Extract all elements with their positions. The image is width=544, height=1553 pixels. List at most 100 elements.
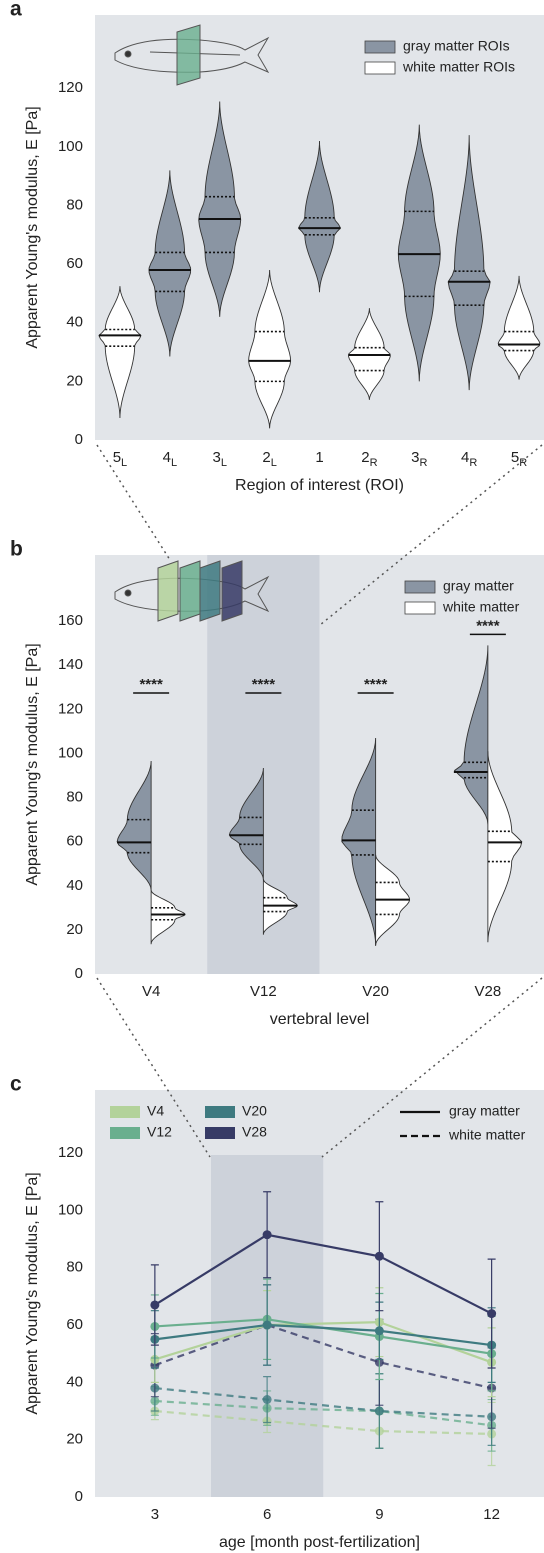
violin	[148, 170, 192, 357]
legend-label: white matter	[448, 1127, 526, 1143]
fish-a	[114, 24, 270, 86]
legend-label: gray matter	[449, 1103, 520, 1119]
x-tick-label: 5R	[511, 449, 527, 469]
fish-eye	[124, 589, 132, 597]
section-plane	[199, 560, 221, 622]
y-tick-label: 160	[58, 612, 83, 629]
x-tick-label: 1	[315, 449, 323, 466]
line	[154, 1233, 493, 1315]
line	[154, 1321, 492, 1364]
y-tick-label: 80	[66, 1259, 83, 1276]
point	[374, 1251, 384, 1261]
legend-swatch	[110, 1127, 140, 1139]
y-tick-label: 140	[58, 656, 83, 673]
y-tick-label: 100	[58, 138, 83, 155]
y-tick-label: 60	[66, 1316, 83, 1333]
point	[374, 1326, 384, 1336]
line	[154, 1386, 492, 1418]
y-tick-label: 120	[58, 1144, 83, 1161]
x-axis-label: Region of interest (ROI)	[235, 477, 404, 494]
legend-label: V12	[147, 1124, 172, 1140]
violin	[248, 269, 292, 429]
y-tick-label: 20	[66, 372, 83, 389]
violin	[297, 141, 342, 293]
x-tick-label: 6	[263, 1506, 271, 1523]
violin	[453, 645, 489, 825]
x-tick-label: 2L	[262, 449, 276, 469]
panel-label: a	[10, 0, 22, 21]
violin	[348, 308, 391, 400]
y-tick-label: 80	[66, 789, 83, 806]
violin	[341, 738, 377, 946]
section-plane	[157, 560, 179, 622]
significance: ****	[252, 676, 276, 693]
violin	[116, 760, 152, 891]
point	[150, 1300, 160, 1310]
violin	[487, 751, 523, 943]
fish-eye	[124, 50, 132, 58]
x-tick-label: 2R	[361, 449, 377, 469]
significance: ****	[139, 676, 163, 693]
violin	[397, 124, 441, 382]
significance: ****	[364, 676, 388, 693]
x-tick-label: 4L	[163, 449, 177, 469]
y-axis-label: Apparent Young's modulus, E [Pa]	[24, 643, 41, 885]
point	[487, 1309, 497, 1319]
y-tick-label: 40	[66, 877, 83, 894]
legend-label: gray matter ROIs	[403, 38, 510, 54]
x-tick-label: V12	[250, 983, 277, 1000]
x-tick-label: V28	[475, 983, 502, 1000]
x-tick-label: 3L	[212, 449, 226, 469]
x-tick-label: 12	[483, 1506, 500, 1523]
legend-label: V20	[242, 1103, 267, 1119]
connector	[96, 444, 171, 561]
x-axis-label: age [month post-fertilization]	[219, 1534, 420, 1551]
significance: ****	[476, 617, 500, 634]
plots: a Apparent Young's modulus, E [Pa] Region …	[10, 0, 541, 1551]
legend-swatch	[110, 1106, 140, 1118]
legend-swatch	[364, 61, 396, 75]
point	[262, 1230, 272, 1240]
y-tick-label: 60	[66, 833, 83, 850]
y-tick-label: 100	[58, 1201, 83, 1218]
panel-label: c	[10, 1073, 22, 1096]
violin	[262, 879, 298, 935]
x-axis-label: vertebral level	[270, 1011, 370, 1028]
legend-label: white matter ROIs	[402, 59, 515, 75]
y-tick-label: 0	[75, 965, 83, 982]
x-tick-label: V4	[142, 983, 160, 1000]
point	[262, 1395, 272, 1405]
y-tick-label: 40	[66, 314, 83, 331]
y-tick-label: 120	[58, 700, 83, 717]
legend-swatch	[364, 40, 396, 54]
y-tick-label: 80	[66, 196, 83, 213]
y-tick-label: 60	[66, 255, 83, 272]
panel-label: b	[10, 538, 23, 561]
y-tick-label: 0	[75, 1488, 83, 1505]
y-tick-label: 100	[58, 744, 83, 761]
y-axis-label: Apparent Young's modulus, E [Pa]	[24, 1172, 41, 1414]
y-axis-label: Apparent Young's modulus, E [Pa]	[24, 106, 41, 348]
x-tick-label: 9	[375, 1506, 383, 1523]
line	[154, 1409, 492, 1436]
violin	[98, 286, 142, 419]
x-tick-label: 3R	[411, 449, 427, 469]
legend-swatch	[404, 580, 436, 594]
violin	[447, 135, 491, 391]
x-tick-label: V20	[362, 983, 389, 1000]
y-tick-label: 120	[58, 79, 83, 96]
violin	[198, 101, 242, 317]
x-tick-label: 4R	[461, 449, 477, 469]
legend-label: gray matter	[443, 578, 514, 594]
section-plane	[221, 560, 243, 622]
legend-label: V4	[147, 1103, 164, 1119]
section-plane	[176, 24, 201, 86]
y-tick-label: 0	[75, 431, 83, 448]
legend-swatch	[205, 1106, 235, 1118]
line	[154, 1399, 492, 1427]
fish-b	[114, 560, 270, 622]
y-tick-label: 20	[66, 1431, 83, 1448]
x-tick-label: 5L	[113, 449, 127, 469]
legend-swatch	[404, 601, 436, 615]
